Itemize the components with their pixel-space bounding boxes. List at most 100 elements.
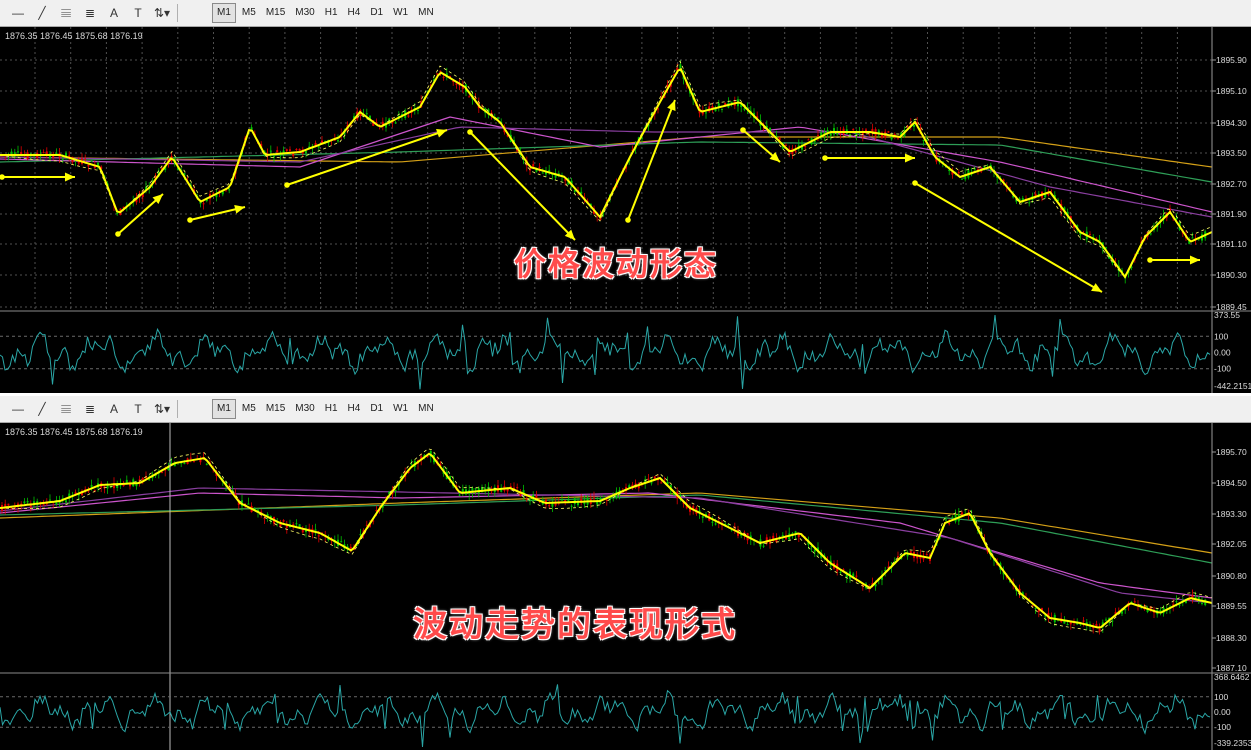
label-tool-icon[interactable]: T <box>134 402 142 416</box>
oscillator-label: 368.6462 <box>1214 672 1250 682</box>
candle <box>647 478 650 480</box>
candle <box>829 132 832 136</box>
timeframe-m30[interactable]: M30 <box>295 7 315 18</box>
text-tool-icon[interactable]: A <box>109 6 118 20</box>
candle <box>961 512 963 515</box>
oscillator-label: -100 <box>1214 722 1231 732</box>
price-label: 1893.50 <box>1216 148 1247 158</box>
price-label: 1889.55 <box>1216 601 1247 611</box>
fibonacci-tool-icon[interactable]: 𝄙 <box>61 401 71 416</box>
candle <box>276 150 279 153</box>
timeframe-mn[interactable]: MN <box>418 7 434 18</box>
candle <box>1169 208 1171 213</box>
price-label: 1894.30 <box>1216 118 1247 128</box>
candle <box>109 486 112 488</box>
timeframe-m5[interactable]: M5 <box>241 7 256 18</box>
price-label: 1888.30 <box>1216 633 1247 643</box>
timeframe-mn[interactable]: MN <box>418 403 434 414</box>
candle <box>625 166 627 169</box>
oscillator-label: 100 <box>1214 692 1228 702</box>
arrows-tool-icon[interactable]: ⇅▾ <box>153 402 171 416</box>
top-chart-window[interactable]: 1895.90 1895.10 1894.30 1893.50 1892.70 1891.… <box>0 27 1251 393</box>
price-label: 1891.10 <box>1216 239 1247 249</box>
timeframe-m5[interactable]: M5 <box>241 403 256 414</box>
candle <box>93 490 96 492</box>
candle <box>269 150 272 152</box>
candle <box>458 494 461 496</box>
candle <box>45 151 48 155</box>
fibonacci-fan-icon[interactable]: ≣ <box>84 402 96 416</box>
line-tool-icon[interactable]: — <box>12 402 24 416</box>
toolbar-divider <box>177 400 178 418</box>
candle <box>439 463 442 466</box>
timeframe-w1[interactable]: W1 <box>393 403 409 414</box>
timeframe-d1[interactable]: D1 <box>370 403 384 414</box>
candle <box>714 523 717 525</box>
candle <box>1197 597 1200 600</box>
candle <box>1002 179 1005 182</box>
candle <box>321 140 323 144</box>
candle <box>602 495 605 497</box>
candle <box>295 523 298 525</box>
top-toolbar: — ╱ 𝄙 ≣ A T ⇅▾ M1 M5 M15 M30 H1 H4 D1 W1… <box>0 0 1251 27</box>
label-tool-icon[interactable]: T <box>134 6 142 20</box>
timeframe-m1[interactable]: M1 <box>212 399 236 419</box>
candle <box>228 189 231 191</box>
candle <box>365 524 368 526</box>
candle <box>705 112 707 114</box>
candle <box>372 520 375 522</box>
candle <box>298 148 301 151</box>
candle <box>701 516 704 518</box>
candle <box>212 193 215 195</box>
candle <box>852 573 855 578</box>
candle <box>596 501 599 505</box>
timeframe-h1[interactable]: H1 <box>324 7 338 18</box>
candle <box>119 484 122 486</box>
oscillator-label: 0.00 <box>1214 707 1231 717</box>
trendline-tool-icon[interactable]: ╱ <box>38 402 46 416</box>
candle <box>52 154 55 158</box>
bottom-price-chart[interactable]: 1895.70 1894.50 1893.30 1892.05 1890.80 1889.… <box>0 423 1251 750</box>
timeframe-w1[interactable]: W1 <box>393 7 409 18</box>
candle <box>100 166 103 169</box>
oscillator-label: 373.55 <box>1214 310 1240 320</box>
price-label: 1891.90 <box>1216 209 1247 219</box>
candle <box>279 522 282 527</box>
candle <box>522 158 525 160</box>
candle <box>68 155 71 157</box>
fibonacci-fan-icon[interactable]: ≣ <box>84 6 96 20</box>
timeframe-m1[interactable]: M1 <box>212 3 236 23</box>
candle <box>893 560 896 562</box>
price-label: 1895.90 <box>1216 55 1247 65</box>
candle <box>983 166 986 168</box>
timeframe-group: M1 M5 M15 M30 H1 H4 D1 W1 MN <box>212 3 440 23</box>
timeframe-h4[interactable]: H4 <box>347 403 361 414</box>
arrows-tool-icon[interactable]: ⇅▾ <box>153 6 171 20</box>
candle <box>375 510 378 512</box>
timeframe-h1[interactable]: H1 <box>324 403 338 414</box>
timeframe-m15[interactable]: M15 <box>265 7 286 18</box>
candle <box>692 506 695 511</box>
timeframe-m30[interactable]: M30 <box>295 403 315 414</box>
fibonacci-tool-icon[interactable]: 𝄙 <box>61 5 71 20</box>
line-tool-icon[interactable]: — <box>12 6 24 20</box>
timeframe-m15[interactable]: M15 <box>265 403 286 414</box>
candle <box>1012 195 1015 198</box>
candle <box>535 169 538 172</box>
candle <box>1146 608 1149 612</box>
timeframe-d1[interactable]: D1 <box>370 7 384 18</box>
candle <box>714 107 717 112</box>
candle <box>765 537 768 544</box>
candle <box>871 128 874 134</box>
candle <box>513 139 515 143</box>
trendline-tool-icon[interactable]: ╱ <box>38 6 46 20</box>
candle <box>1037 608 1040 613</box>
candle <box>810 546 813 548</box>
candle <box>164 166 167 170</box>
candle <box>359 534 362 536</box>
top-price-chart[interactable]: 1895.90 1895.10 1894.30 1893.50 1892.70 1891.… <box>0 27 1251 393</box>
text-tool-icon[interactable]: A <box>109 402 118 416</box>
drawing-tools: — ╱ 𝄙 ≣ A T ⇅▾ <box>6 3 181 23</box>
timeframe-h4[interactable]: H4 <box>347 7 361 18</box>
bottom-chart-window[interactable]: 1895.70 1894.50 1893.30 1892.05 1890.80 1889.… <box>0 423 1251 750</box>
